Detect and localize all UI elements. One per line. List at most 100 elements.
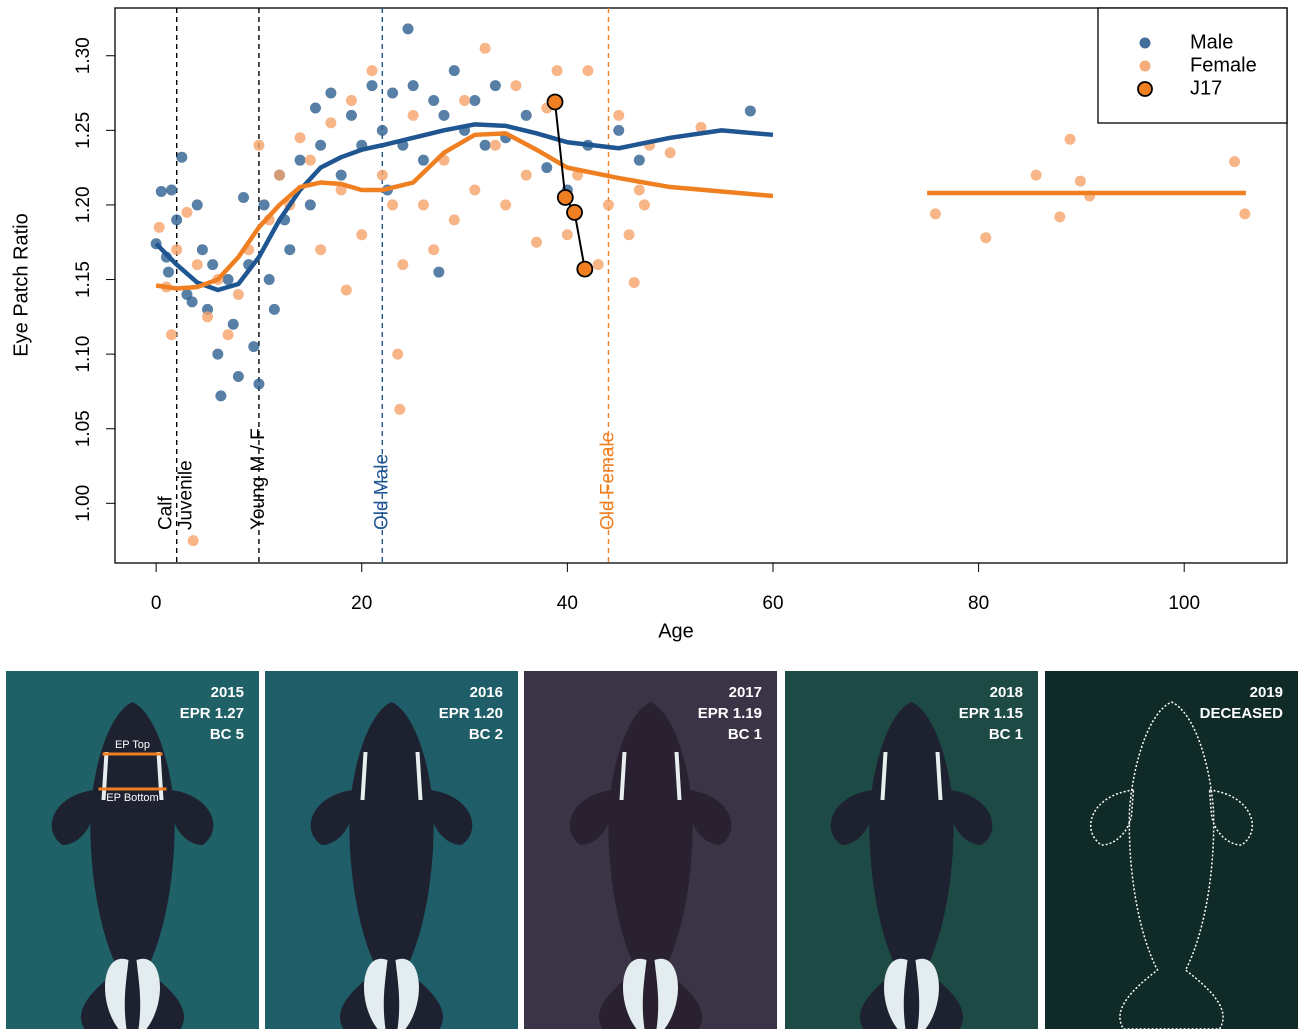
scatter-point — [336, 170, 347, 181]
scatter-point — [552, 65, 563, 76]
scatter-point — [269, 304, 280, 315]
panel-caption: BC 1 — [989, 726, 1023, 743]
scatter-point — [613, 125, 624, 136]
scatter-point — [315, 244, 326, 255]
scatter-point — [341, 284, 352, 295]
scatter-point — [521, 170, 532, 181]
scatter-point — [310, 102, 321, 113]
scatter-point — [207, 259, 218, 270]
scatter-point — [480, 140, 491, 151]
scatter-point — [634, 185, 645, 196]
scatter-point — [305, 199, 316, 210]
scatter-point — [408, 80, 419, 91]
scatter-point — [428, 244, 439, 255]
panel-caption: BC 1 — [728, 726, 762, 743]
scatter-point — [433, 267, 444, 278]
scatter-point — [624, 229, 635, 240]
scatter-point — [295, 132, 306, 143]
scatter-point — [377, 125, 388, 136]
scatter-point — [192, 199, 203, 210]
scatter-point — [1229, 156, 1240, 167]
x-tick-label: 100 — [1168, 593, 1200, 614]
scatter-point — [449, 214, 460, 225]
scatter-point — [387, 199, 398, 210]
scatter-point — [428, 95, 439, 106]
scatter-point — [459, 95, 470, 106]
legend-label: Male — [1190, 31, 1233, 53]
panel-caption: 2019 — [1250, 684, 1283, 701]
scatter-point — [490, 140, 501, 151]
scatter-point — [480, 43, 491, 54]
scatter-point — [171, 244, 182, 255]
legend-marker — [1138, 82, 1152, 96]
scatter-point — [346, 110, 357, 121]
panel-caption: EPR 1.20 — [439, 705, 503, 722]
j17-point — [567, 205, 582, 220]
j17-point — [548, 94, 563, 109]
scatter-point — [397, 259, 408, 270]
scatter-point — [305, 155, 316, 166]
scatter-point — [202, 311, 213, 322]
x-tick-label: 40 — [557, 593, 578, 614]
stage-label: Old Female — [597, 432, 618, 530]
scatter-point — [315, 140, 326, 151]
scatter-point — [603, 199, 614, 210]
y-axis-label: Eye Patch Ratio — [10, 213, 32, 356]
scatter-point — [253, 140, 264, 151]
panel-caption: 2015 — [211, 684, 244, 701]
scatter-point — [238, 192, 249, 203]
scatter-point — [176, 152, 187, 163]
scatter-point — [490, 80, 501, 91]
y-tick-label: 1.05 — [73, 410, 94, 447]
scatter-point — [1075, 176, 1086, 187]
panel-caption: EPR 1.19 — [698, 705, 762, 722]
scatter-point — [274, 170, 285, 181]
y-tick-label: 1.30 — [73, 37, 94, 74]
scatter-point — [215, 390, 226, 401]
scatter-point — [325, 117, 336, 128]
scatter-point — [1031, 170, 1042, 181]
scatter-point — [531, 237, 542, 248]
scatter-point — [469, 185, 480, 196]
scatter-point — [582, 65, 593, 76]
scatter-point — [541, 162, 552, 173]
j17-point — [558, 190, 573, 205]
scatter-point — [233, 371, 244, 382]
scatter-point — [418, 199, 429, 210]
scatter-point — [438, 110, 449, 121]
scatter-point — [367, 80, 378, 91]
scatter-point — [449, 65, 460, 76]
x-tick-label: 60 — [762, 593, 783, 614]
panel-caption: EPR 1.15 — [959, 705, 1023, 722]
x-tick-label: 80 — [968, 593, 989, 614]
panel-caption: DECEASED — [1200, 705, 1284, 722]
scatter-point — [295, 155, 306, 166]
scatter-point — [510, 80, 521, 91]
y-tick-label: 1.15 — [73, 261, 94, 298]
stage-label: Old Male — [371, 454, 392, 530]
scatter-point — [223, 329, 234, 340]
scatter-point — [418, 155, 429, 166]
ep-top-label: EP Top — [115, 739, 150, 751]
scatter-point — [562, 229, 573, 240]
scatter-point — [408, 110, 419, 121]
scatter-point — [188, 535, 199, 546]
page: Age Eye Patch Ratio 0204060801001.001.05… — [0, 0, 1299, 1029]
scatter-point — [163, 267, 174, 278]
scatter-point — [634, 155, 645, 166]
stage-label: Calf — [156, 495, 177, 530]
scatter-point — [228, 319, 239, 330]
panel-caption: 2016 — [470, 684, 503, 701]
scatter-point — [639, 199, 650, 210]
scatter-point — [181, 207, 192, 218]
scatter-point — [171, 214, 182, 225]
scatter-point — [197, 244, 208, 255]
y-tick-label: 1.25 — [73, 112, 94, 149]
scatter-point — [521, 110, 532, 121]
scatter-point — [346, 95, 357, 106]
panel-caption: BC 5 — [210, 726, 244, 743]
scatter-point — [394, 404, 405, 415]
figure: Age Eye Patch Ratio 0204060801001.001.05… — [0, 0, 1299, 1029]
stage-label: Juvenile — [176, 460, 197, 530]
scatter-point — [403, 23, 414, 34]
